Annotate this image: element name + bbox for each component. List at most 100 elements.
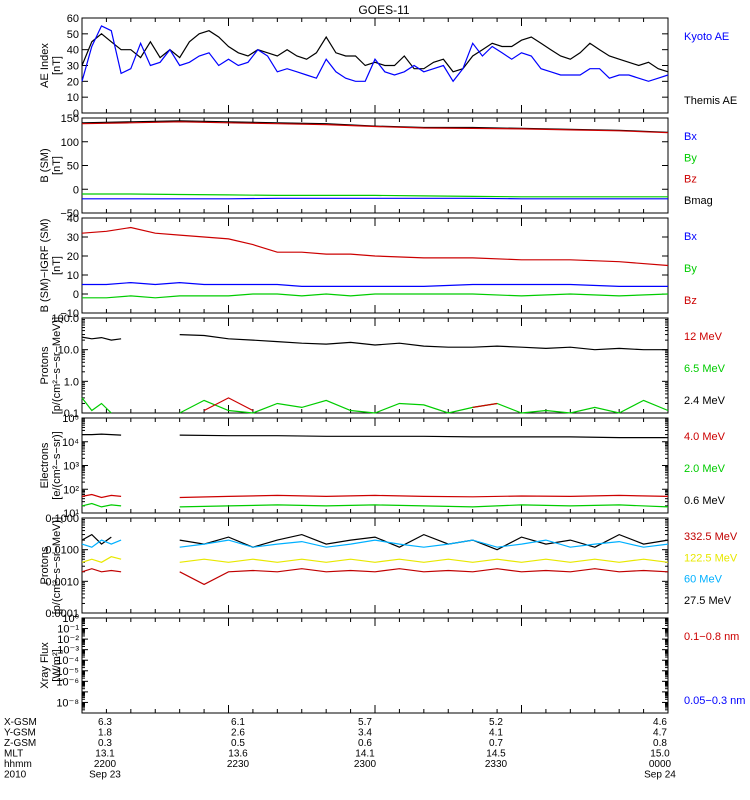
x-column-value: 5.7 (358, 717, 372, 728)
series-line-bx (82, 281, 668, 287)
y-tick-label: 0.1 (64, 408, 79, 420)
series-line-by (82, 193, 668, 198)
series-line-332-5-mev (81, 568, 122, 573)
legend-entry: Bx (684, 231, 697, 243)
panel-frame (81, 417, 669, 514)
panel-frame (81, 517, 669, 614)
x-column-value: 0.3 (98, 738, 112, 749)
y-axis-unit: [nT] (51, 56, 63, 75)
series-line-2-0-mev (179, 504, 669, 508)
y-tick-label: 10⁻⁵ (56, 666, 79, 678)
plot-title: GOES-11 (358, 3, 409, 17)
y-tick-label: 10⁻⁴ (56, 655, 79, 667)
x-column-value: 1.8 (98, 728, 112, 739)
legend-entry: By (684, 152, 697, 164)
y-axis-label: Electrons (39, 442, 51, 488)
series-line-122-5-mev (81, 556, 122, 563)
series-line-12-mev (203, 397, 254, 412)
y-axis-unit: [p/(cm²−s−sr−MeV)] (51, 517, 63, 615)
series-line-by (82, 293, 669, 299)
y-tick-label: 10⁻⁶ (56, 676, 79, 688)
x-column-value: 0000 (649, 759, 672, 770)
panel-ae: 0 10 20 30 40 50 60 AE Index [nT] Kyoto AE Themis … (39, 13, 737, 120)
y-tick-label: 10² (63, 484, 79, 496)
y-tick-label: 150 (61, 113, 79, 125)
y-tick-label: 50 (67, 161, 79, 173)
legend-entry: 12 MeV (684, 331, 723, 343)
x-column-value: 0.8 (653, 738, 667, 749)
legend-entry: Bz (684, 174, 697, 186)
y-tick-label: 10⁴ (62, 437, 79, 449)
x-row-label: Z-GSM (4, 738, 36, 749)
y-tick-label: 10⁻¹ (57, 624, 79, 636)
panel-protons_high: 0.0001 0.0010 0.0100 0.1000 Protons [p/(cm²−s… (39, 513, 738, 620)
series-line-332-5-mev (179, 568, 669, 586)
legend-entry: 2.4 MeV (684, 395, 726, 407)
series-line-60-mev (81, 539, 122, 548)
y-tick-label: 10 (67, 270, 79, 282)
series-line-60-mev (179, 539, 669, 548)
series-line-0-6-mev (179, 434, 668, 439)
y-tick-label: 0.0001 (45, 608, 79, 620)
y-axis-label: Xray Flux (39, 642, 51, 689)
y-tick-label: 30 (67, 61, 79, 73)
x-column-value: 15.0 (650, 749, 670, 760)
y-axis-unit: [p/(cm²−s−sr−MeV)] (51, 317, 63, 415)
y-axis-label: B (SM) (39, 148, 51, 182)
y-tick-label: 20 (67, 251, 79, 263)
x-column-value: 2.6 (231, 728, 245, 739)
legend-entry: 6.5 MeV (684, 363, 726, 375)
x-column-value: 0.6 (358, 738, 372, 749)
y-tick-label: 10⁻² (57, 634, 79, 646)
x-column-value: 0.7 (489, 738, 503, 749)
y-axis-unit: [nT] (51, 156, 63, 175)
x-row-label: MLT (4, 749, 23, 760)
x-column-value: 6.3 (98, 717, 112, 728)
y-tick-label: 0.0010 (45, 576, 79, 588)
legend-entry: 2.0 MeV (684, 463, 726, 475)
x-column-value: 13.6 (228, 749, 248, 760)
series-line-0-6-mev (82, 433, 122, 436)
y-tick-label: 0 (73, 184, 79, 196)
x-column-value: 0.5 (231, 738, 245, 749)
series-line-4-0-mev (179, 494, 669, 499)
panel-protons_low: 0.1 1.0 10.0 100.0 Protons [p/(cm²−s−sr−MeV)]… (39, 313, 726, 420)
y-tick-label: 30 (67, 232, 79, 244)
y-axis-unit: [nT] (51, 256, 63, 275)
y-axis-unit: [e/(cm²−s−sr)] (51, 431, 63, 499)
y-tick-label: 0.0100 (45, 545, 79, 557)
legend-entry: 332.5 MeV (684, 531, 738, 543)
y-axis-unit: [W/m²] (51, 649, 63, 681)
x-column-value: 6.1 (231, 717, 245, 728)
x-column-value: 14.5 (486, 749, 506, 760)
panel-bdiff: −10 0 10 20 30 40 B (SM)−IGRF (SM) [nT] Bx By Bz (39, 213, 697, 320)
legend-entry: Bmag (684, 195, 713, 207)
panel-frame (81, 17, 669, 114)
x-column-value: Sep 24 (644, 770, 676, 781)
legend-entry: 0.1−0.8 nm (684, 631, 739, 643)
panel-frame (81, 217, 669, 314)
x-row-label: X-GSM (4, 717, 37, 728)
x-column-value: 4.1 (489, 728, 503, 739)
y-tick-label: 10⁻³ (57, 645, 79, 657)
legend-entry: Bx (684, 131, 697, 143)
y-tick-label: 0 (73, 108, 79, 120)
x-column-value: Sep 23 (89, 770, 121, 781)
x-column-value: 2230 (227, 759, 250, 770)
x-row-label: 2010 (4, 770, 27, 781)
y-tick-label: 0.1000 (45, 513, 79, 525)
series-line-kyoto-ae (81, 25, 669, 83)
x-column-value: 4.6 (653, 717, 667, 728)
y-axis-label: B (SM)−IGRF (SM) (39, 219, 51, 313)
y-tick-label: 10 (67, 92, 79, 104)
y-tick-label: 40 (67, 45, 79, 57)
x-column-value: 2300 (354, 759, 377, 770)
legend-entry: 122.5 MeV (684, 552, 738, 564)
y-tick-label: 10.0 (58, 345, 79, 357)
y-axis-label: Protons (39, 546, 51, 584)
series-line-6-5-mev (81, 397, 112, 414)
x-column-value: 14.1 (355, 749, 375, 760)
series-line-bz (81, 121, 669, 134)
y-tick-label: 100.0 (51, 313, 79, 325)
